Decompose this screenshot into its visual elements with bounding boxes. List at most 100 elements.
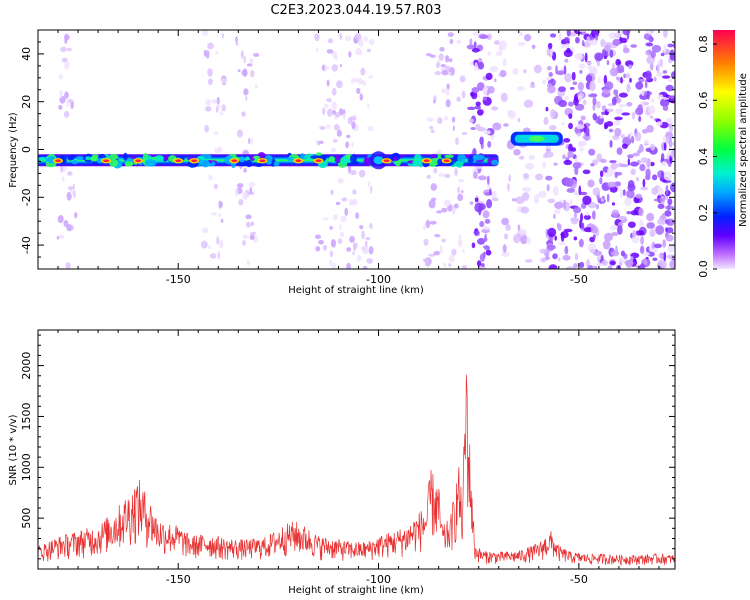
spectrogram-noise-spot <box>439 46 445 52</box>
spectrogram-noise-spot <box>623 73 627 79</box>
spectrogram-noise-spot <box>438 172 445 177</box>
spectrogram-noise-spot <box>517 41 526 47</box>
spectrogram-noise-spot <box>484 218 491 224</box>
spectrogram-noise-spot <box>242 234 249 240</box>
spectrogram-noise-spot <box>564 58 569 63</box>
spectrogram-noise-spot <box>552 186 559 197</box>
spectrogram-band-texture <box>457 154 467 163</box>
spectrogram-noise-spot <box>486 175 490 185</box>
spectrogram-noise-spot <box>436 210 443 214</box>
spectrogram-noise-spot <box>433 99 436 104</box>
spectrogram-noise-spot <box>533 194 540 204</box>
snr-frame <box>37 329 676 570</box>
spectrogram-noise-spot <box>608 32 618 40</box>
spectrogram-noise-spot <box>254 84 259 89</box>
spectrogram-noise-spot <box>604 44 611 52</box>
spectrogram-noise-spot <box>589 81 596 92</box>
spectrogram-noise-spot <box>651 174 658 181</box>
spectrogram-noise-spot <box>595 34 599 41</box>
spectrogram-noise-spot <box>609 260 616 266</box>
spectrogram-noise-spot <box>573 263 578 269</box>
spectrogram-noise-spot <box>650 50 656 59</box>
spectrogram-noise-spot <box>330 239 337 248</box>
spectrogram-noise-spot <box>479 136 484 145</box>
spectrogram-noise-spot <box>663 44 667 54</box>
spectrogram-noise-spot <box>339 224 342 231</box>
spectrogram-noise-spot <box>523 33 532 42</box>
spectrogram-noise-spot <box>581 222 585 230</box>
spectrogram-noise-spot <box>329 226 333 230</box>
spectrogram-noise-spot <box>549 47 553 58</box>
spectrogram-noise-spot <box>635 176 640 182</box>
spectrogram-noise-spot <box>630 255 634 262</box>
spectrogram-noise-spot <box>569 199 573 206</box>
spectrogram-noise-spot <box>59 90 63 98</box>
spectrogram-noise-spot <box>331 101 338 110</box>
spectrogram-noise-spot <box>327 38 334 44</box>
spectrogram-noise-spot <box>456 96 462 102</box>
spectrogram-noise-spot <box>249 58 254 64</box>
spectrogram-noise-spot <box>63 110 70 118</box>
spectrogram-noise-spot <box>472 32 480 36</box>
spectrogram-noise-spot <box>667 198 673 206</box>
spectrogram-noise-spot <box>319 125 326 130</box>
spectrogram-y-tick-label: -20 <box>20 188 33 206</box>
spectrogram-noise-spot <box>461 90 466 99</box>
spectrogram-noise-spot <box>221 104 226 112</box>
spectrogram-noise-spot <box>207 68 213 77</box>
spectrogram-noise-spot <box>523 173 530 179</box>
spectrogram-noise-spot <box>507 182 510 192</box>
spectrogram-noise-spot <box>207 78 213 86</box>
spectrogram-noise-spot <box>566 47 571 54</box>
spectrogram-noise-spot <box>321 64 325 71</box>
spectrogram-noise-spot <box>649 62 654 71</box>
spectrogram-noise-spot <box>653 243 662 249</box>
spectrogram-band-texture <box>350 154 357 164</box>
spectrogram-noise-spot <box>67 171 73 176</box>
spectrogram-noise-spot <box>621 143 628 149</box>
spectrogram-noise-spot <box>525 162 535 170</box>
spectrogram-noise-spot <box>58 73 63 80</box>
spectrogram-noise-spot <box>345 35 352 42</box>
spectrogram-noise-spot <box>563 159 573 166</box>
spectrogram-hot-spot-core <box>191 159 198 163</box>
spectrogram-noise-spot <box>487 33 492 41</box>
spectrogram-noise-spot <box>499 69 507 78</box>
spectrogram-noise-spot <box>478 203 486 211</box>
spectrogram-noise-spot <box>664 205 675 210</box>
spectrogram-noise-spot <box>476 109 484 116</box>
spectrogram-noise-spot <box>440 63 447 68</box>
spectrogram-noise-spot <box>635 193 643 199</box>
snr-panel: -150 -100 -50 500 1000 1500 2000 Height of str… <box>8 329 676 596</box>
spectrogram-noise-spot <box>657 94 664 100</box>
spectrogram-noise-spot <box>70 101 74 110</box>
spectrogram-noise-spot <box>504 233 509 240</box>
spectrogram-x-tick-label: -50 <box>570 273 588 286</box>
spectrogram-noise-spot <box>474 62 478 69</box>
spectrogram-noise-spot <box>477 237 486 245</box>
spectrogram-noise-spot <box>610 250 620 257</box>
spectrogram-noise-spot <box>208 245 211 249</box>
spectrogram-noise-spot <box>635 107 644 116</box>
spectrogram-noise-spot <box>491 197 499 202</box>
spectrogram-noise-spot <box>546 184 550 192</box>
spectrogram-noise-spot <box>642 251 650 256</box>
spectrogram-noise-spot <box>520 206 530 214</box>
spectrogram-noise-spot <box>502 244 507 253</box>
spectrogram-noise-spot <box>66 99 69 108</box>
spectrogram-noise-spot <box>630 135 635 144</box>
colorbar-label: Normalized spectral amplitude <box>738 73 749 227</box>
spectrogram-band-texture <box>334 154 341 164</box>
spectrogram-noise-spot <box>601 105 607 112</box>
spectrogram-noise-spot <box>456 40 462 44</box>
spectrogram-noise-spot <box>349 169 357 176</box>
spectrogram-noise-spot <box>592 265 597 269</box>
spectrogram-noise-spot <box>568 113 573 119</box>
spectrogram-noise-spot <box>639 245 645 255</box>
spectrogram-noise-spot <box>599 177 603 185</box>
spectrogram-panel: -150 -100 -50 -40 -20 0 20 40 Height of straigh… <box>8 29 676 296</box>
spectrogram-noise-spot <box>441 88 447 94</box>
spectrogram-noise-spot <box>579 69 583 74</box>
spectrogram-noise-spot <box>203 50 207 57</box>
spectrogram-noise-spot <box>517 229 527 235</box>
